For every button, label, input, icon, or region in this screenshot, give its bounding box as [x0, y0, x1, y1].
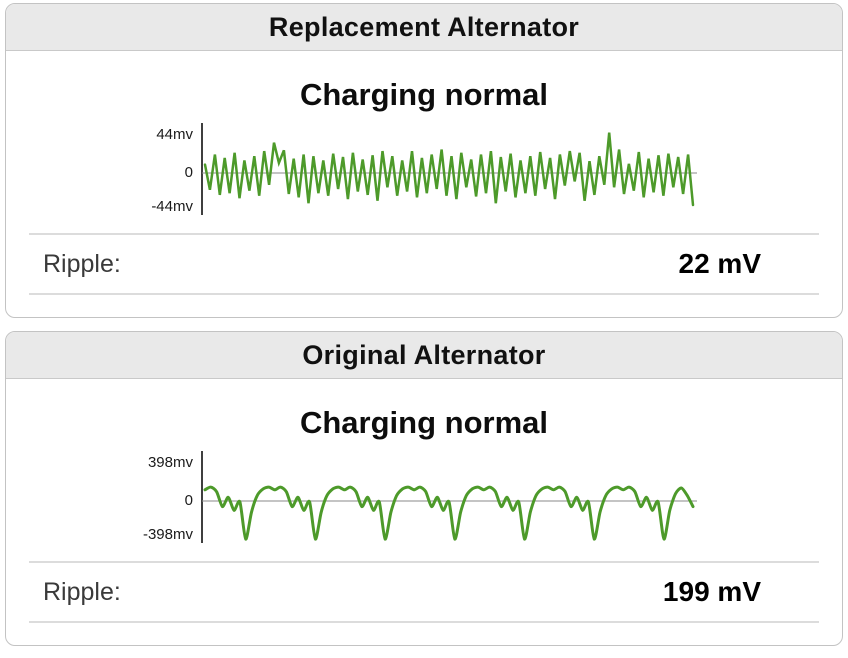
y-axis-labels: 44mv 0 -44mv — [6, 123, 199, 215]
y-label-zero: 0 — [184, 492, 193, 509]
chart-area: 398mv 0 -398mv — [6, 451, 842, 543]
waveform-chart — [201, 123, 697, 215]
y-label-min: -44mv — [151, 198, 193, 215]
chart-title: Charging normal — [299, 77, 548, 112]
separator — [29, 561, 819, 563]
separator — [29, 233, 819, 235]
alternator-card-replacement: Replacement Alternator Charging normal 4… — [5, 3, 843, 318]
card-header: Replacement Alternator — [6, 4, 842, 51]
ripple-value: 199 mV — [662, 576, 761, 607]
separator — [29, 293, 819, 295]
card-header-title: Original Alternator — [302, 339, 546, 370]
waveform-chart — [201, 451, 697, 543]
y-axis-labels: 398mv 0 -398mv — [6, 451, 199, 543]
ripple-value: 22 mV — [678, 248, 762, 279]
ripple-label: Ripple: — [43, 249, 121, 278]
y-label-max: 44mv — [156, 126, 193, 143]
y-label-zero: 0 — [184, 164, 193, 181]
ripple-label: Ripple: — [43, 577, 121, 606]
separator — [29, 621, 819, 623]
y-label-min: -398mv — [142, 526, 193, 543]
card-body: Charging normal 398mv 0 -398mv Ripple: 1… — [6, 405, 842, 623]
card-header-title: Replacement Alternator — [268, 11, 580, 42]
ripple-row: Ripple: 199 mV — [6, 563, 842, 621]
chart-title: Charging normal — [299, 405, 548, 440]
card-body: Charging normal 44mv 0 -44mv Ripple: 22 … — [6, 77, 842, 295]
ripple-row: Ripple: 22 mV — [6, 235, 842, 293]
chart-area: 44mv 0 -44mv — [6, 123, 842, 215]
card-header: Original Alternator — [6, 332, 842, 379]
y-label-max: 398mv — [147, 454, 193, 471]
alternator-card-original: Original Alternator Charging normal 398m… — [5, 331, 843, 646]
